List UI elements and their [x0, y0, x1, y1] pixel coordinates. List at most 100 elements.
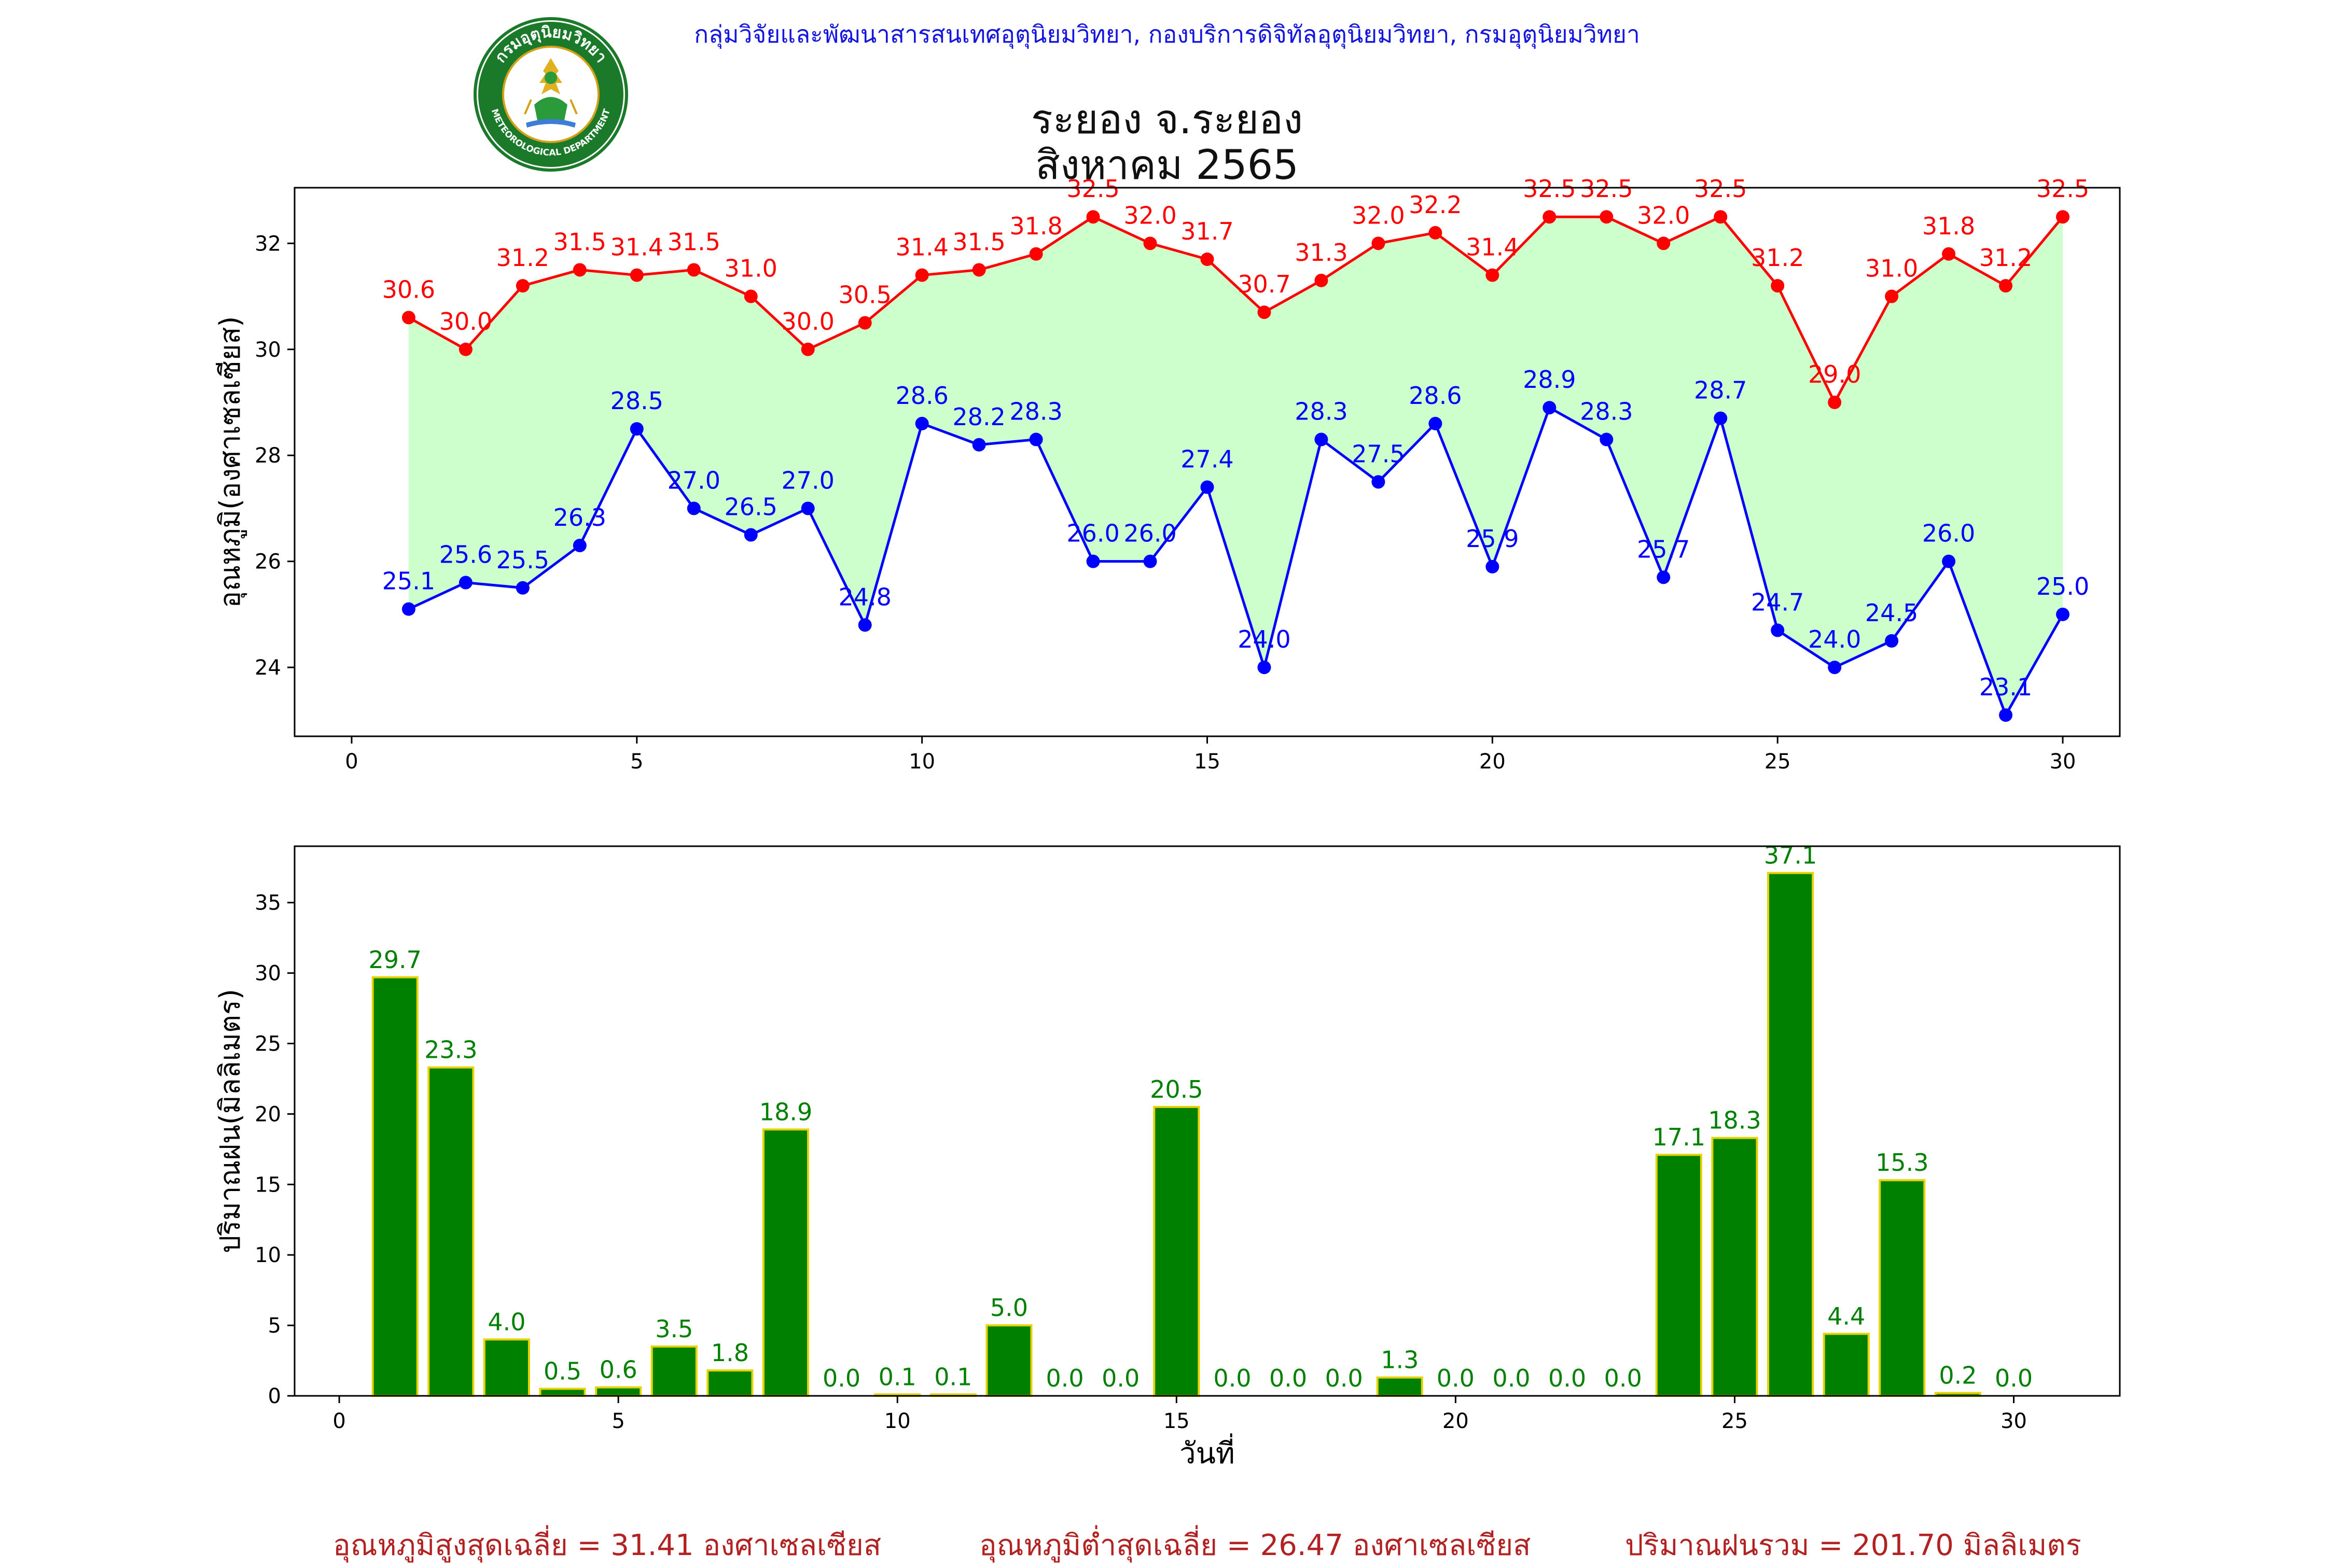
rain-bar	[539, 1388, 586, 1397]
rain-bar-label: 0.0	[1548, 1364, 1586, 1392]
x-tick-label: 5	[630, 750, 643, 774]
min-temp-point	[401, 602, 415, 616]
y-tick-label: 35	[255, 891, 281, 915]
min-temp-point	[687, 501, 701, 515]
deity-emblem-icon	[524, 58, 578, 128]
y-tick-label: 32	[255, 232, 281, 256]
max-temp-point	[915, 268, 929, 282]
temperature-axis-label: อุณหภูมิ(องศาเซลเซียส)	[214, 316, 247, 608]
min-temp-label: 28.2	[952, 403, 1005, 431]
min-temp-point	[516, 581, 530, 595]
max-temp-label: 32.0	[1637, 201, 1690, 229]
min-temp-point	[972, 438, 986, 452]
rain-bar-label: 23.3	[424, 1036, 477, 1064]
min-temp-point	[1257, 661, 1271, 675]
min-temp-point	[459, 576, 473, 590]
station-title: ระยอง จ.ระยอง	[1031, 96, 1303, 143]
min-temp-label: 26.0	[1123, 520, 1176, 548]
rain-bar-label: 0.0	[1269, 1364, 1307, 1392]
rain-bar	[483, 1338, 530, 1397]
max-temp-label: 31.5	[553, 228, 606, 256]
min-temp-point	[1314, 432, 1328, 446]
rain-bar-label: 17.1	[1652, 1123, 1705, 1151]
max-temp-label: 31.2	[1751, 244, 1804, 272]
min-temp-point	[801, 501, 815, 515]
max-temp-point	[801, 342, 815, 356]
max-temp-point	[1828, 396, 1842, 409]
rain-bar	[595, 1386, 642, 1397]
max-temp-point	[1371, 236, 1385, 250]
avg-max-summary: อุณหภูมิสูงสุดเฉลี่ย = 31.41 องศาเซลเซีย…	[333, 1529, 882, 1562]
max-temp-point	[1999, 279, 2013, 293]
rainfall-axis-label: ปริมาณฝน(มิลลิเมตร)	[214, 989, 246, 1253]
x-tick-label: 0	[332, 1409, 345, 1433]
max-temp-point	[1086, 210, 1100, 224]
min-temp-label: 24.0	[1808, 625, 1861, 653]
min-temp-label: 26.0	[1066, 520, 1119, 548]
max-temp-line	[408, 215, 2064, 405]
min-temp-point	[1029, 432, 1043, 446]
min-temp-label: 25.9	[1466, 525, 1519, 553]
max-temp-point	[1657, 236, 1671, 250]
min-temp-label: 28.6	[1409, 382, 1462, 410]
max-temp-point	[687, 263, 701, 277]
min-temp-point	[1200, 480, 1214, 494]
max-temp-point	[516, 279, 530, 293]
rain-bar	[1376, 1376, 1423, 1397]
rain-bar	[650, 1345, 698, 1397]
max-temp-label: 32.5	[1580, 175, 1633, 203]
month-title: สิงหาคม 2565	[1035, 142, 1299, 189]
max-temp-point	[573, 263, 587, 277]
min-temp-point	[2056, 607, 2070, 621]
min-temp-point	[1485, 559, 1499, 573]
max-temp-point	[1257, 305, 1271, 319]
rain-bar-label: 5.0	[990, 1294, 1028, 1322]
temperature-range-fill	[408, 217, 2063, 716]
min-temp-line	[408, 405, 2064, 719]
y-tick-label: 30	[255, 962, 281, 986]
rain-bar-label: 0.6	[600, 1356, 637, 1384]
x-tick-label: 15	[1163, 1409, 1190, 1433]
max-temp-point	[744, 289, 758, 303]
max-temp-point	[630, 268, 644, 282]
max-temp-point	[1885, 289, 1899, 303]
rain-bar-label: 18.9	[759, 1098, 812, 1126]
x-tick-label: 15	[1194, 750, 1220, 774]
rain-bar-label: 15.3	[1875, 1149, 1928, 1177]
credit-line: กลุ่มวิจัยและพัฒนาสารสนเทศอุตุนิยมวิทยา,…	[694, 20, 1640, 48]
rain-bar-label: 0.0	[1102, 1364, 1140, 1392]
min-temp-label: 24.5	[1865, 599, 1918, 627]
x-tick-label: 25	[1765, 750, 1791, 774]
rain-bar-label: 0.0	[1604, 1364, 1642, 1392]
day-axis-label: วันที่	[1179, 1433, 1235, 1471]
rain-bar-label: 0.0	[1325, 1364, 1363, 1392]
y-tick-label: 30	[255, 338, 281, 362]
min-temp-label: 28.6	[895, 382, 948, 410]
rain-bar-label: 0.0	[1492, 1364, 1530, 1392]
min-temp-label: 28.9	[1523, 366, 1576, 394]
max-temp-point	[1428, 226, 1442, 240]
min-temp-point	[744, 528, 758, 542]
min-temp-label: 26.0	[1922, 520, 1975, 548]
max-temp-label: 31.3	[1295, 239, 1347, 267]
min-temp-label: 28.3	[1009, 398, 1062, 426]
max-temp-label: 30.6	[382, 275, 435, 303]
rain-bar	[1823, 1333, 1870, 1397]
max-temp-label: 32.0	[1352, 201, 1405, 229]
min-temp-label: 25.0	[2036, 572, 2089, 600]
max-temp-point	[1600, 210, 1614, 224]
rain-bar	[371, 976, 419, 1397]
max-temp-label: 32.5	[1066, 175, 1119, 203]
max-temp-label: 31.4	[895, 233, 948, 261]
min-temp-label: 27.0	[668, 466, 720, 494]
max-temp-point	[1143, 236, 1157, 250]
min-temp-point	[1657, 570, 1671, 584]
rainfall-axes-frame	[294, 845, 2121, 1397]
rain-bar-label: 0.1	[934, 1363, 972, 1391]
min-temp-label: 26.5	[725, 493, 777, 521]
max-temp-label: 31.0	[725, 255, 777, 283]
min-temp-point	[1999, 708, 2013, 722]
max-temp-label: 29.0	[1808, 360, 1861, 388]
rain-bar	[1655, 1154, 1702, 1397]
max-temp-point	[1714, 210, 1728, 224]
